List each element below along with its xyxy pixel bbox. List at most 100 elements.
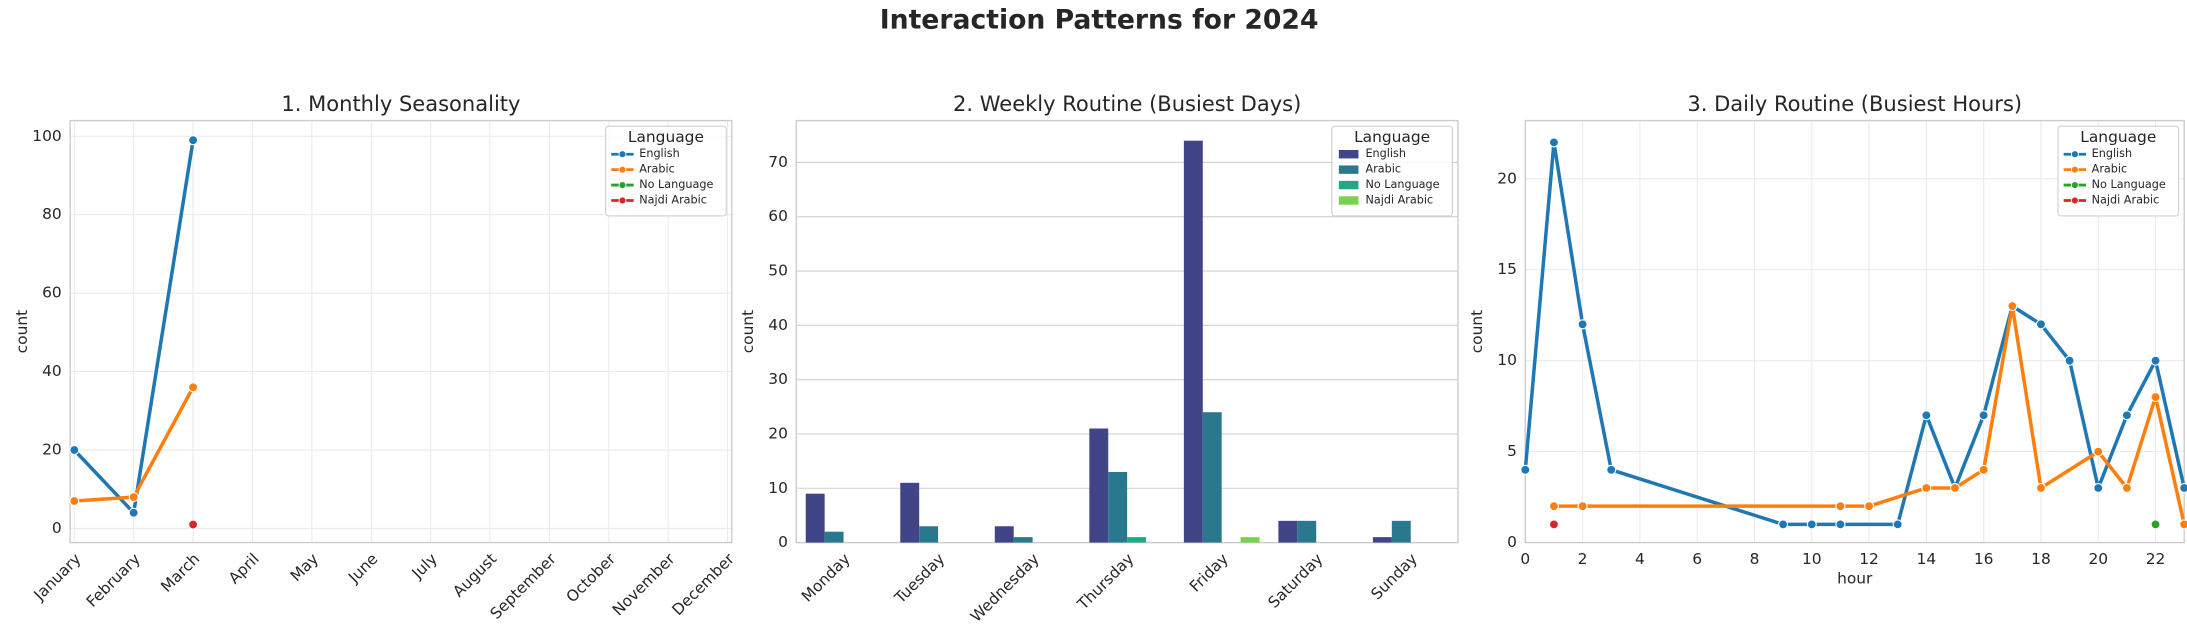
x-tick-label: January <box>30 550 85 605</box>
bar <box>1278 520 1298 543</box>
x-tick-label: 8 <box>1750 550 1760 568</box>
y-tick-label: 15 <box>1497 260 1517 278</box>
marker <box>1577 319 1588 330</box>
chart-title: 2. Weekly Routine (Busiest Days) <box>953 91 1301 116</box>
bar <box>1108 471 1128 543</box>
marker <box>2179 519 2187 530</box>
y-tick-label: 60 <box>42 284 62 302</box>
x-tick-label: July <box>408 550 441 583</box>
marker <box>69 495 80 507</box>
legend-swatch <box>2070 196 2079 205</box>
marker <box>2035 319 2047 330</box>
marker <box>1577 501 1588 512</box>
y-tick-label: 100 <box>32 127 61 145</box>
marker <box>1921 410 1932 421</box>
bar <box>1183 140 1203 543</box>
y-tick-label: 80 <box>42 205 62 223</box>
marker <box>2121 482 2132 494</box>
legend-swatch <box>2070 165 2079 174</box>
marker <box>2064 355 2075 366</box>
marker <box>2150 355 2161 366</box>
y-axis-label: count <box>13 310 31 353</box>
legend-label: Najdi Arabic <box>639 193 707 206</box>
legend-swatch <box>1338 165 1359 174</box>
legend-label: No Language <box>639 178 713 191</box>
legend-title: Language <box>2080 128 2156 146</box>
x-tick-label: 18 <box>2031 550 2051 568</box>
x-tick-label: Wednesday <box>967 550 1043 626</box>
x-tick-label: Thursday <box>1073 550 1137 614</box>
x-tick-label: Sunday <box>1367 550 1420 603</box>
legend-label: Najdi Arabic <box>1365 193 1433 206</box>
x-tick-label: 4 <box>1635 550 1645 568</box>
x-tick-label: 6 <box>1692 550 1702 568</box>
y-tick-label: 20 <box>1497 169 1517 187</box>
chart-title: 3. Daily Routine (Busiest Hours) <box>1687 91 2022 116</box>
x-tick-label: 0 <box>1520 550 1530 568</box>
marker <box>1921 482 1932 494</box>
y-tick-label: 10 <box>768 479 788 497</box>
legend-label: No Language <box>2092 178 2166 191</box>
bar <box>1202 412 1222 543</box>
bar <box>1391 520 1411 543</box>
marker <box>188 382 199 393</box>
bar <box>900 482 920 543</box>
legend-box <box>605 125 727 217</box>
marker <box>1864 501 1875 512</box>
legend-label: English <box>639 147 679 160</box>
bar <box>1372 537 1392 543</box>
marker <box>2150 392 2161 403</box>
x-tick-label: 22 <box>2146 550 2166 568</box>
x-tick-label: 12 <box>1859 550 1879 568</box>
y-axis-label: count <box>739 310 757 353</box>
marker <box>1978 464 1989 475</box>
legend-label: English <box>2092 147 2132 160</box>
x-tick-label: August <box>449 550 500 601</box>
y-axis-label: count <box>1468 310 1486 353</box>
legend-label: Arabic <box>1365 163 1401 176</box>
legend-swatch <box>618 181 627 189</box>
series-line <box>1523 140 2186 527</box>
bar <box>1013 537 1033 543</box>
marker <box>2121 410 2132 421</box>
bar <box>805 493 825 543</box>
marker <box>1520 464 1531 475</box>
x-axis-label: hour <box>1837 570 1873 588</box>
marker <box>2093 482 2104 494</box>
y-tick-label: 10 <box>1497 351 1517 369</box>
x-tick-label: 20 <box>2088 550 2108 568</box>
x-tick-label: May <box>287 550 322 585</box>
plot-area <box>805 140 1411 543</box>
marker <box>1778 519 1789 530</box>
marker <box>2035 482 2047 494</box>
x-tick-label: Saturday <box>1265 550 1327 612</box>
marker <box>2150 519 2161 530</box>
x-tick-label: 14 <box>1917 550 1937 568</box>
figure-title: Interaction Patterns for 2024 <box>880 5 1319 36</box>
bar <box>994 526 1014 543</box>
legend-title: Language <box>1354 128 1430 146</box>
y-tick-label: 40 <box>768 316 788 334</box>
legend-swatch <box>2070 181 2079 189</box>
legend-box <box>2057 125 2180 217</box>
legend-swatch <box>1338 196 1359 205</box>
legend-label: Arabic <box>639 163 675 176</box>
marker <box>1835 501 1846 512</box>
marker <box>69 444 80 456</box>
marker <box>1892 519 1903 530</box>
y-tick-label: 0 <box>1507 533 1517 551</box>
legend-box <box>1331 125 1453 217</box>
bar <box>1297 520 1317 543</box>
legend-swatch <box>618 165 627 174</box>
x-tick-label: November <box>609 549 679 619</box>
marker <box>1548 519 1559 530</box>
y-tick-label: 0 <box>778 533 788 551</box>
marker <box>188 135 199 146</box>
plot-area <box>69 135 199 530</box>
marker <box>2093 446 2104 457</box>
legend-label: Arabic <box>2092 163 2128 176</box>
